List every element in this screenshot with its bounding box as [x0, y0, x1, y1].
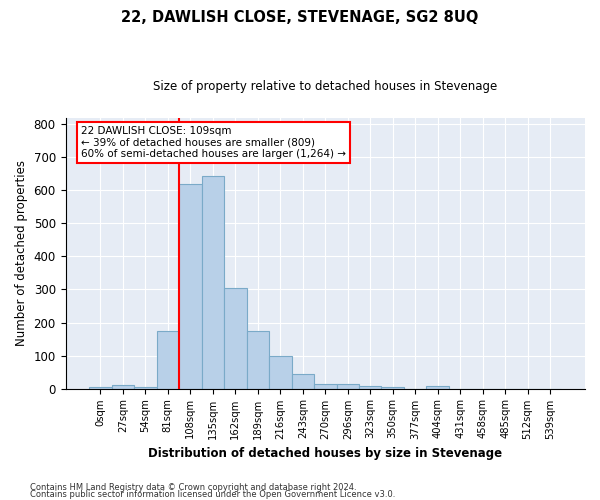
Bar [337, 384, 359, 388]
Bar [224, 288, 247, 388]
Bar [427, 386, 449, 388]
Bar [112, 384, 134, 388]
Text: Contains public sector information licensed under the Open Government Licence v3: Contains public sector information licen… [30, 490, 395, 499]
Bar [89, 387, 112, 388]
Text: Contains HM Land Registry data © Crown copyright and database right 2024.: Contains HM Land Registry data © Crown c… [30, 484, 356, 492]
Title: Size of property relative to detached houses in Stevenage: Size of property relative to detached ho… [153, 80, 497, 93]
Bar [314, 384, 337, 388]
Y-axis label: Number of detached properties: Number of detached properties [15, 160, 28, 346]
Bar [134, 387, 157, 388]
Text: 22 DAWLISH CLOSE: 109sqm
← 39% of detached houses are smaller (809)
60% of semi-: 22 DAWLISH CLOSE: 109sqm ← 39% of detach… [81, 126, 346, 159]
Bar [157, 331, 179, 388]
Bar [202, 176, 224, 388]
Bar [382, 387, 404, 388]
Bar [247, 331, 269, 388]
Bar [179, 184, 202, 388]
Bar [292, 374, 314, 388]
X-axis label: Distribution of detached houses by size in Stevenage: Distribution of detached houses by size … [148, 447, 502, 460]
Text: 22, DAWLISH CLOSE, STEVENAGE, SG2 8UQ: 22, DAWLISH CLOSE, STEVENAGE, SG2 8UQ [121, 10, 479, 25]
Bar [359, 386, 382, 388]
Bar [269, 356, 292, 388]
